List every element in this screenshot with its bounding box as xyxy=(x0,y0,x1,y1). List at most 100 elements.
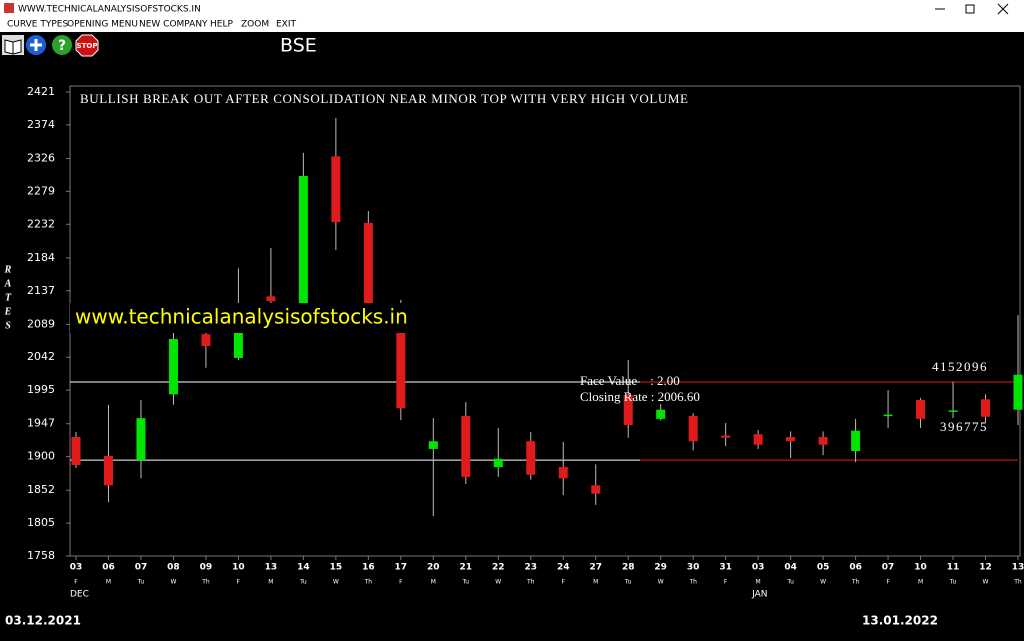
closing-rate: Closing Rate : 2006.60 xyxy=(580,389,700,404)
y-label-letter: A xyxy=(4,278,12,289)
x-tick-label: 17 xyxy=(395,563,408,573)
y-tick-label: 2326 xyxy=(27,151,55,164)
y-tick-label: 1852 xyxy=(27,483,55,496)
candle-body xyxy=(948,410,958,412)
weekday-label: M xyxy=(268,579,273,586)
weekday-label: F xyxy=(399,579,403,586)
weekday-label: F xyxy=(562,579,566,586)
x-tick-label: 05 xyxy=(817,563,830,573)
x-tick-label: 28 xyxy=(622,563,635,573)
weekday-label: Th xyxy=(364,579,373,586)
candle-body xyxy=(103,455,113,486)
candle-body xyxy=(558,467,568,479)
candle-body xyxy=(623,395,633,426)
candle-body xyxy=(981,399,991,417)
weekday-label: W xyxy=(983,579,989,586)
x-tick-label: 24 xyxy=(557,563,570,573)
candle-body xyxy=(493,458,503,468)
weekday-label: M xyxy=(918,579,923,586)
x-tick-label: 16 xyxy=(362,563,375,573)
weekday-label: Th xyxy=(526,579,535,586)
y-tick-label: 2232 xyxy=(27,217,55,230)
y-tick-label: 2042 xyxy=(27,350,55,363)
weekday-label: Th xyxy=(1013,579,1022,586)
x-tick-label: 14 xyxy=(297,563,310,573)
weekday-label: Th xyxy=(851,579,860,586)
candle-body xyxy=(591,485,601,494)
candle-body xyxy=(71,437,81,466)
y-tick-label: 2137 xyxy=(27,284,55,297)
menu-item[interactable]: CURVE TYPES xyxy=(7,20,68,30)
x-tick-label: 03 xyxy=(70,563,83,573)
candle-body xyxy=(331,156,341,223)
menu-item[interactable]: OPENING MENU xyxy=(67,20,138,30)
candle-body xyxy=(298,175,308,305)
x-tick-label: 03 xyxy=(752,563,765,573)
menu-item[interactable]: ZOOM xyxy=(241,20,269,30)
menu-item[interactable]: EXIT xyxy=(276,20,297,30)
x-tick-label: 10 xyxy=(914,563,927,573)
menu-bar xyxy=(0,17,1024,32)
weekday-label: Th xyxy=(201,579,210,586)
x-tick-label: 06 xyxy=(849,563,862,573)
weekday-label: F xyxy=(74,579,78,586)
plot: 1758 1805 1852 1900 1947 1995 2042 2089 2137 2184… xyxy=(27,85,1024,600)
x-tick-label: 11 xyxy=(947,563,960,573)
x-tick-label: 13 xyxy=(265,563,278,573)
weekday-label: Tu xyxy=(949,579,957,586)
stop-label: STOP xyxy=(77,42,98,50)
weekday-label: W xyxy=(170,579,176,586)
weekday-label: F xyxy=(237,579,241,586)
candle-body xyxy=(526,441,536,475)
weekday-label: W xyxy=(658,579,664,586)
y-label-letter: R xyxy=(4,264,12,275)
weekday-label: Tu xyxy=(137,579,145,586)
app-icon xyxy=(4,3,14,13)
x-tick-label: 04 xyxy=(784,563,797,573)
x-tick-label: 29 xyxy=(654,563,667,573)
candle-body xyxy=(168,339,178,395)
weekday-label: Tu xyxy=(624,579,632,586)
weekday-label: Tu xyxy=(462,579,470,586)
x-tick-label: 15 xyxy=(330,563,343,573)
weekday-label: M xyxy=(593,579,598,586)
y-label-letter: T xyxy=(5,292,12,303)
weekday-label: Tu xyxy=(299,579,307,586)
candle-body xyxy=(266,296,276,302)
help-button[interactable] xyxy=(52,35,72,55)
end-date: 13.01.2022 xyxy=(862,614,938,628)
book-icon xyxy=(4,39,22,55)
maximize-button[interactable] xyxy=(965,4,975,14)
candle-body xyxy=(753,434,763,445)
upper-label: 4152096 xyxy=(932,359,988,374)
window-title: WWW.TECHNICALANALYSISOFSTOCKS.IN xyxy=(18,5,201,15)
menu-item[interactable]: HELP xyxy=(210,20,233,30)
y-tick-label: 2279 xyxy=(27,184,55,197)
y-tick-label: 2421 xyxy=(27,85,55,98)
candle-body xyxy=(461,416,471,477)
chart-title: BSE xyxy=(280,35,317,57)
title-bar xyxy=(0,0,1024,17)
x-tick-label: 09 xyxy=(200,563,213,573)
stop-button[interactable] xyxy=(75,34,99,57)
y-tick-label: 2374 xyxy=(27,118,55,131)
y-tick-label: 2184 xyxy=(27,251,55,264)
x-tick-label: 08 xyxy=(167,563,180,573)
candle-body xyxy=(916,399,926,419)
x-tick-label: 27 xyxy=(589,563,602,573)
x-tick-label: 13 xyxy=(1012,563,1024,573)
plus-icon xyxy=(30,39,42,51)
candle-body xyxy=(883,414,893,417)
weekday-label: W xyxy=(820,579,826,586)
start-date: 03.12.2021 xyxy=(5,614,81,628)
candle-body xyxy=(201,334,211,347)
candle-body xyxy=(786,437,796,442)
y-label-letter: E xyxy=(4,306,12,317)
menu-item[interactable]: NEW COMPANY xyxy=(139,20,208,30)
x-tick-label: 20 xyxy=(427,563,440,573)
close-button[interactable] xyxy=(997,3,1009,15)
watermark: www.technicalanalysisofstocks.in xyxy=(75,305,408,329)
month-label: DEC xyxy=(70,590,89,600)
